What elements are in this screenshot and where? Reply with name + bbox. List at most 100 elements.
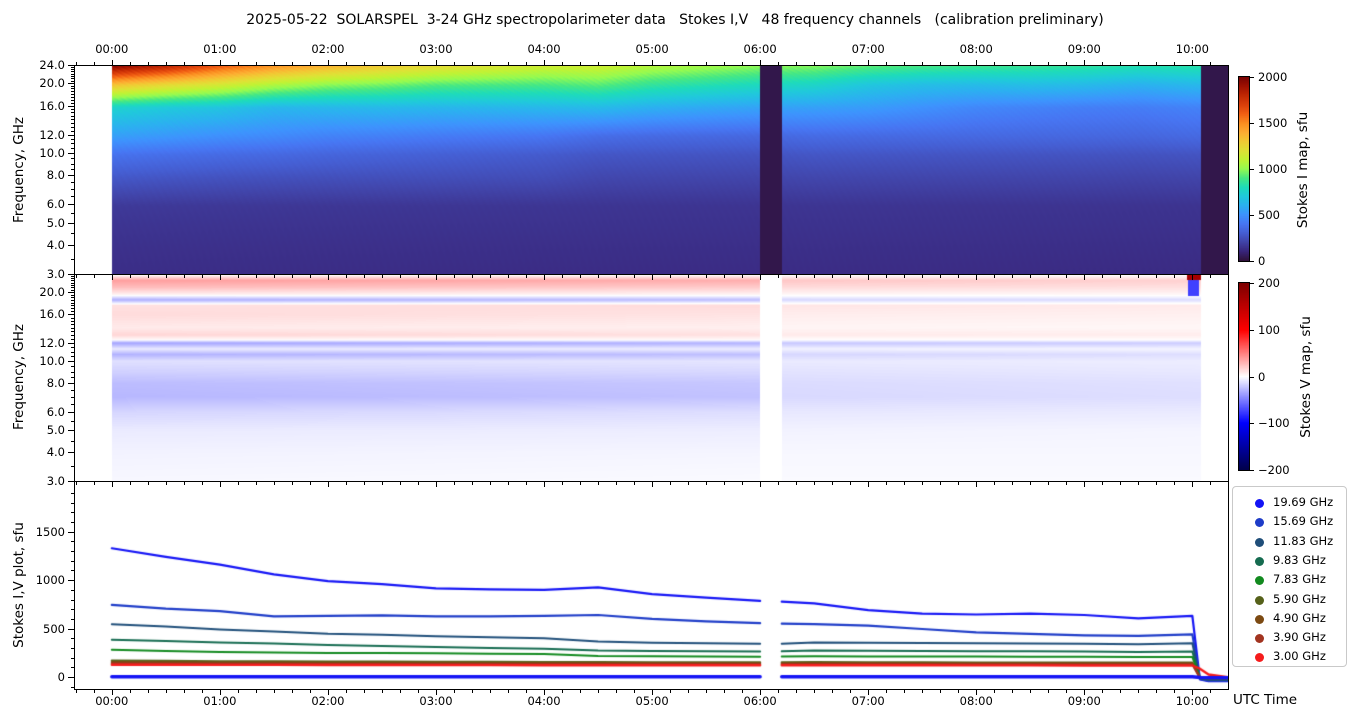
axis-tick — [70, 282, 74, 284]
axis-tick — [68, 274, 74, 275]
freq-tick-label: 10.0 — [39, 145, 65, 160]
axis-tick — [1138, 275, 1140, 278]
axis-tick — [219, 482, 221, 487]
axis-tick — [760, 690, 762, 695]
axis-tick — [724, 275, 726, 278]
axis-tick — [70, 71, 74, 73]
axis-tick — [652, 690, 654, 695]
axis-tick — [70, 233, 74, 235]
axis-tick — [490, 690, 491, 693]
axis-tick — [850, 275, 852, 278]
axis-tick — [70, 99, 74, 101]
axis-tick — [976, 690, 978, 695]
legend-label: 4.90 GHz — [1273, 610, 1326, 625]
axis-tick — [147, 62, 149, 65]
axis-tick — [922, 690, 924, 693]
axis-tick — [75, 482, 77, 485]
freq-tick-label: 4.0 — [46, 238, 65, 253]
axis-tick — [273, 275, 275, 278]
stokes-iv-lineplot-canvas — [74, 481, 1228, 689]
legend-item-11-83-ghz: 11.83 GHz — [1233, 533, 1346, 552]
freq-axis-label-top: Frequency, GHz — [11, 116, 27, 224]
axis-tick — [490, 275, 491, 278]
axis-tick — [742, 482, 744, 485]
axis-tick — [1048, 690, 1050, 693]
axis-tick — [165, 690, 167, 693]
axis-tick — [742, 275, 744, 278]
stokes-v-colorbar-label: Stokes V map, sfu — [1298, 316, 1314, 438]
axis-tick — [1156, 275, 1158, 278]
axis-tick — [814, 62, 816, 65]
axis-tick — [562, 690, 564, 693]
axis-tick — [70, 560, 74, 562]
axis-tick — [1250, 423, 1254, 425]
axis-tick — [255, 690, 257, 693]
bottom-time-tick-label: 09:00 — [1067, 694, 1101, 708]
axis-tick — [70, 404, 74, 406]
axis-tick — [75, 62, 77, 65]
bottom-time-tick-label: 01:00 — [203, 694, 237, 708]
axis-tick — [70, 377, 74, 379]
legend-label: 9.83 GHz — [1273, 552, 1326, 567]
axis-tick — [1066, 275, 1068, 278]
axis-tick — [1174, 690, 1176, 693]
axis-tick — [1066, 482, 1068, 485]
axis-tick — [634, 275, 636, 278]
stokes-i-cbar-tick-label: 1000 — [1258, 162, 1288, 176]
top-time-tick-label: 03:00 — [419, 42, 453, 56]
axis-tick — [796, 482, 798, 485]
axis-tick — [68, 628, 74, 630]
axis-tick — [778, 690, 780, 693]
freq-axis-label-middle: Frequency, GHz — [11, 323, 27, 431]
axis-tick — [760, 482, 762, 487]
axis-tick — [70, 76, 74, 78]
axis-tick — [345, 275, 347, 278]
axis-tick — [70, 143, 74, 145]
axis-tick — [201, 482, 203, 485]
axis-tick — [219, 275, 221, 280]
axis-tick — [70, 287, 74, 289]
axis-tick — [1120, 62, 1122, 65]
top-time-tick-label: 08:00 — [959, 42, 993, 56]
stokes-i-map-canvas — [74, 65, 1228, 274]
axis-tick — [670, 275, 672, 278]
axis-tick — [724, 482, 726, 485]
axis-tick — [580, 275, 582, 278]
axis-tick — [1192, 60, 1194, 65]
axis-tick — [886, 62, 888, 65]
axis-tick — [147, 690, 149, 693]
axis-tick — [832, 690, 834, 693]
stokes-i-cbar-tick-label: 0 — [1258, 254, 1266, 268]
axis-tick — [345, 62, 347, 65]
freq-tick-label: 8.0 — [46, 376, 65, 391]
axis-tick — [453, 275, 455, 278]
axis-tick — [706, 275, 708, 278]
axis-tick — [1156, 62, 1158, 65]
axis-tick — [922, 482, 924, 485]
axis-tick — [70, 311, 74, 313]
axis-tick — [796, 690, 798, 693]
axis-tick — [381, 62, 383, 65]
axis-tick — [1030, 62, 1032, 65]
axis-tick — [381, 482, 383, 485]
bottom-time-tick-label: 08:00 — [959, 694, 993, 708]
axis-tick — [850, 62, 852, 65]
stokes-i-colorbar-label: Stokes I map, sfu — [1295, 111, 1311, 229]
axis-tick — [994, 275, 996, 278]
axis-tick — [435, 482, 437, 487]
axis-tick — [68, 412, 74, 413]
stokes-v-cbar-tick-label: 200 — [1258, 276, 1280, 290]
freq-tick-label: 24.0 — [39, 58, 65, 72]
axis-tick — [291, 275, 293, 278]
axis-tick — [93, 275, 95, 278]
axis-tick — [291, 62, 293, 65]
axis-tick — [70, 331, 74, 333]
axis-tick — [958, 690, 960, 693]
axis-tick — [1250, 283, 1254, 284]
axis-tick — [1066, 62, 1068, 65]
stokes-v-cbar-tick-label: −200 — [1258, 463, 1290, 477]
axis-tick — [850, 482, 852, 485]
axis-tick — [70, 119, 74, 121]
bottom-time-tick-label: 05:00 — [635, 694, 669, 708]
